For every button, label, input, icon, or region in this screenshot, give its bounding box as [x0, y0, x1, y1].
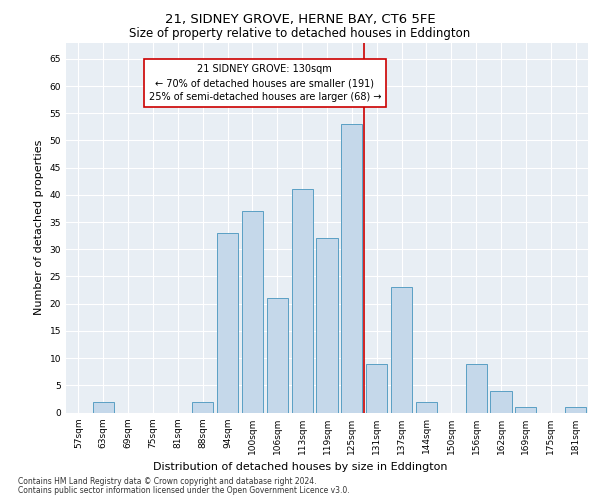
Text: Distribution of detached houses by size in Eddington: Distribution of detached houses by size … [153, 462, 447, 472]
Bar [416, 402, 437, 412]
Text: 21, SIDNEY GROVE, HERNE BAY, CT6 5FE: 21, SIDNEY GROVE, HERNE BAY, CT6 5FE [164, 12, 436, 26]
Bar [490, 390, 512, 412]
Bar [267, 298, 288, 412]
Bar [466, 364, 487, 412]
Bar [515, 407, 536, 412]
Text: Contains public sector information licensed under the Open Government Licence v3: Contains public sector information licen… [18, 486, 350, 495]
Bar [366, 364, 387, 412]
Text: Size of property relative to detached houses in Eddington: Size of property relative to detached ho… [130, 28, 470, 40]
Bar [316, 238, 338, 412]
Bar [391, 288, 412, 412]
Y-axis label: Number of detached properties: Number of detached properties [34, 140, 44, 315]
Bar [217, 233, 238, 412]
Bar [242, 211, 263, 412]
Text: 21 SIDNEY GROVE: 130sqm
← 70% of detached houses are smaller (191)
25% of semi-d: 21 SIDNEY GROVE: 130sqm ← 70% of detache… [149, 64, 381, 102]
Bar [565, 407, 586, 412]
Bar [93, 402, 114, 412]
Text: Contains HM Land Registry data © Crown copyright and database right 2024.: Contains HM Land Registry data © Crown c… [18, 477, 317, 486]
Bar [341, 124, 362, 412]
Bar [292, 190, 313, 412]
Bar [192, 402, 213, 412]
